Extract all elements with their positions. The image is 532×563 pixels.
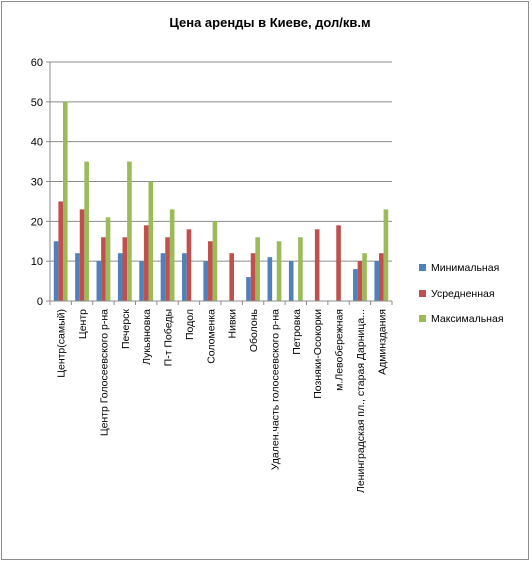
bar-min [353, 269, 358, 301]
bar-avg [79, 209, 85, 301]
bar-min [117, 253, 123, 301]
y-axis-ticks: 0 10 20 30 40 50 60 [31, 57, 50, 308]
bar-avg [143, 225, 149, 301]
bar-max [148, 181, 154, 301]
x-axis-labels: Центр(самый) Центр Центр Голосеевского р-н… [56, 308, 389, 493]
bar-avg [186, 229, 192, 301]
legend-swatch [419, 264, 426, 271]
bar-max [127, 161, 132, 301]
x-tick-label: Петровка [291, 309, 303, 355]
bar-min [288, 261, 294, 301]
y-tick-label: 60 [31, 57, 43, 69]
legend-label: Максимальная [431, 313, 504, 325]
axes [49, 62, 393, 305]
x-tick-label: Центр [77, 309, 89, 339]
x-tick-label: Центр(самый) [56, 309, 68, 378]
x-tick-label: Оболонь [248, 308, 260, 352]
chart-title: Цена аренды в Киеве, дол/кв.м [169, 15, 370, 30]
bar-min [246, 277, 251, 301]
x-tick-label: Удален.часть голосеевского р-на [269, 309, 281, 470]
bars [53, 101, 389, 301]
bar-avg [122, 237, 128, 301]
y-tick-label: 40 [31, 137, 43, 149]
bar-avg [101, 237, 106, 301]
bar-avg [357, 261, 363, 301]
legend-label: Усредненная [431, 288, 495, 300]
bar-min [139, 261, 144, 301]
bar-min [160, 253, 166, 301]
x-tick-label: Нивки [227, 309, 239, 339]
bar-avg [58, 201, 63, 301]
y-tick-label: 10 [31, 256, 43, 268]
x-tick-label: Админздания [376, 309, 388, 375]
x-tick-label: Ленинградская пл., старая Дарница... [355, 309, 367, 493]
bar-min [182, 253, 187, 301]
legend-swatch [419, 290, 426, 297]
bar-min [53, 241, 59, 301]
bar-max [276, 241, 282, 301]
x-tick-label: м.Левобережная [334, 309, 346, 391]
x-tick-label: Центр Голосеевского р-на [98, 309, 110, 436]
bar-min [374, 261, 380, 301]
x-tick-label: Позняки-Осокорки [312, 309, 324, 399]
bar-max [212, 221, 218, 301]
x-tick-label: Лукьяновка [141, 309, 153, 365]
bar-max [383, 209, 389, 301]
legend-swatch [419, 315, 426, 322]
bar-avg [250, 253, 256, 301]
bar-max [255, 237, 260, 301]
bar-avg [165, 237, 170, 301]
bar-min [203, 261, 209, 301]
y-tick-label: 0 [37, 296, 43, 308]
bar-min [267, 257, 273, 301]
x-tick-label: Соломенка [205, 309, 217, 364]
bar-max [84, 161, 89, 301]
bar-avg [379, 253, 384, 301]
bar-avg [336, 225, 341, 301]
bar-max [105, 217, 111, 301]
bar-max [62, 101, 68, 301]
bar-avg [208, 241, 213, 301]
bar-min [75, 253, 80, 301]
bar-max [169, 209, 175, 301]
bar-max [298, 237, 303, 301]
bar-avg [314, 229, 320, 301]
x-tick-label: П-т Победы [163, 309, 175, 366]
bar-max [362, 253, 367, 301]
y-tick-label: 30 [31, 177, 43, 189]
x-tick-label: Подол [184, 309, 196, 340]
y-tick-label: 20 [31, 216, 43, 228]
legend: Минимальная Усредненная Максимальная [419, 262, 504, 325]
bar-min [96, 261, 102, 301]
bar-avg [229, 253, 234, 301]
y-tick-label: 50 [31, 97, 43, 109]
legend-label: Минимальная [431, 262, 499, 274]
x-tick-label: Печерск [120, 309, 132, 349]
